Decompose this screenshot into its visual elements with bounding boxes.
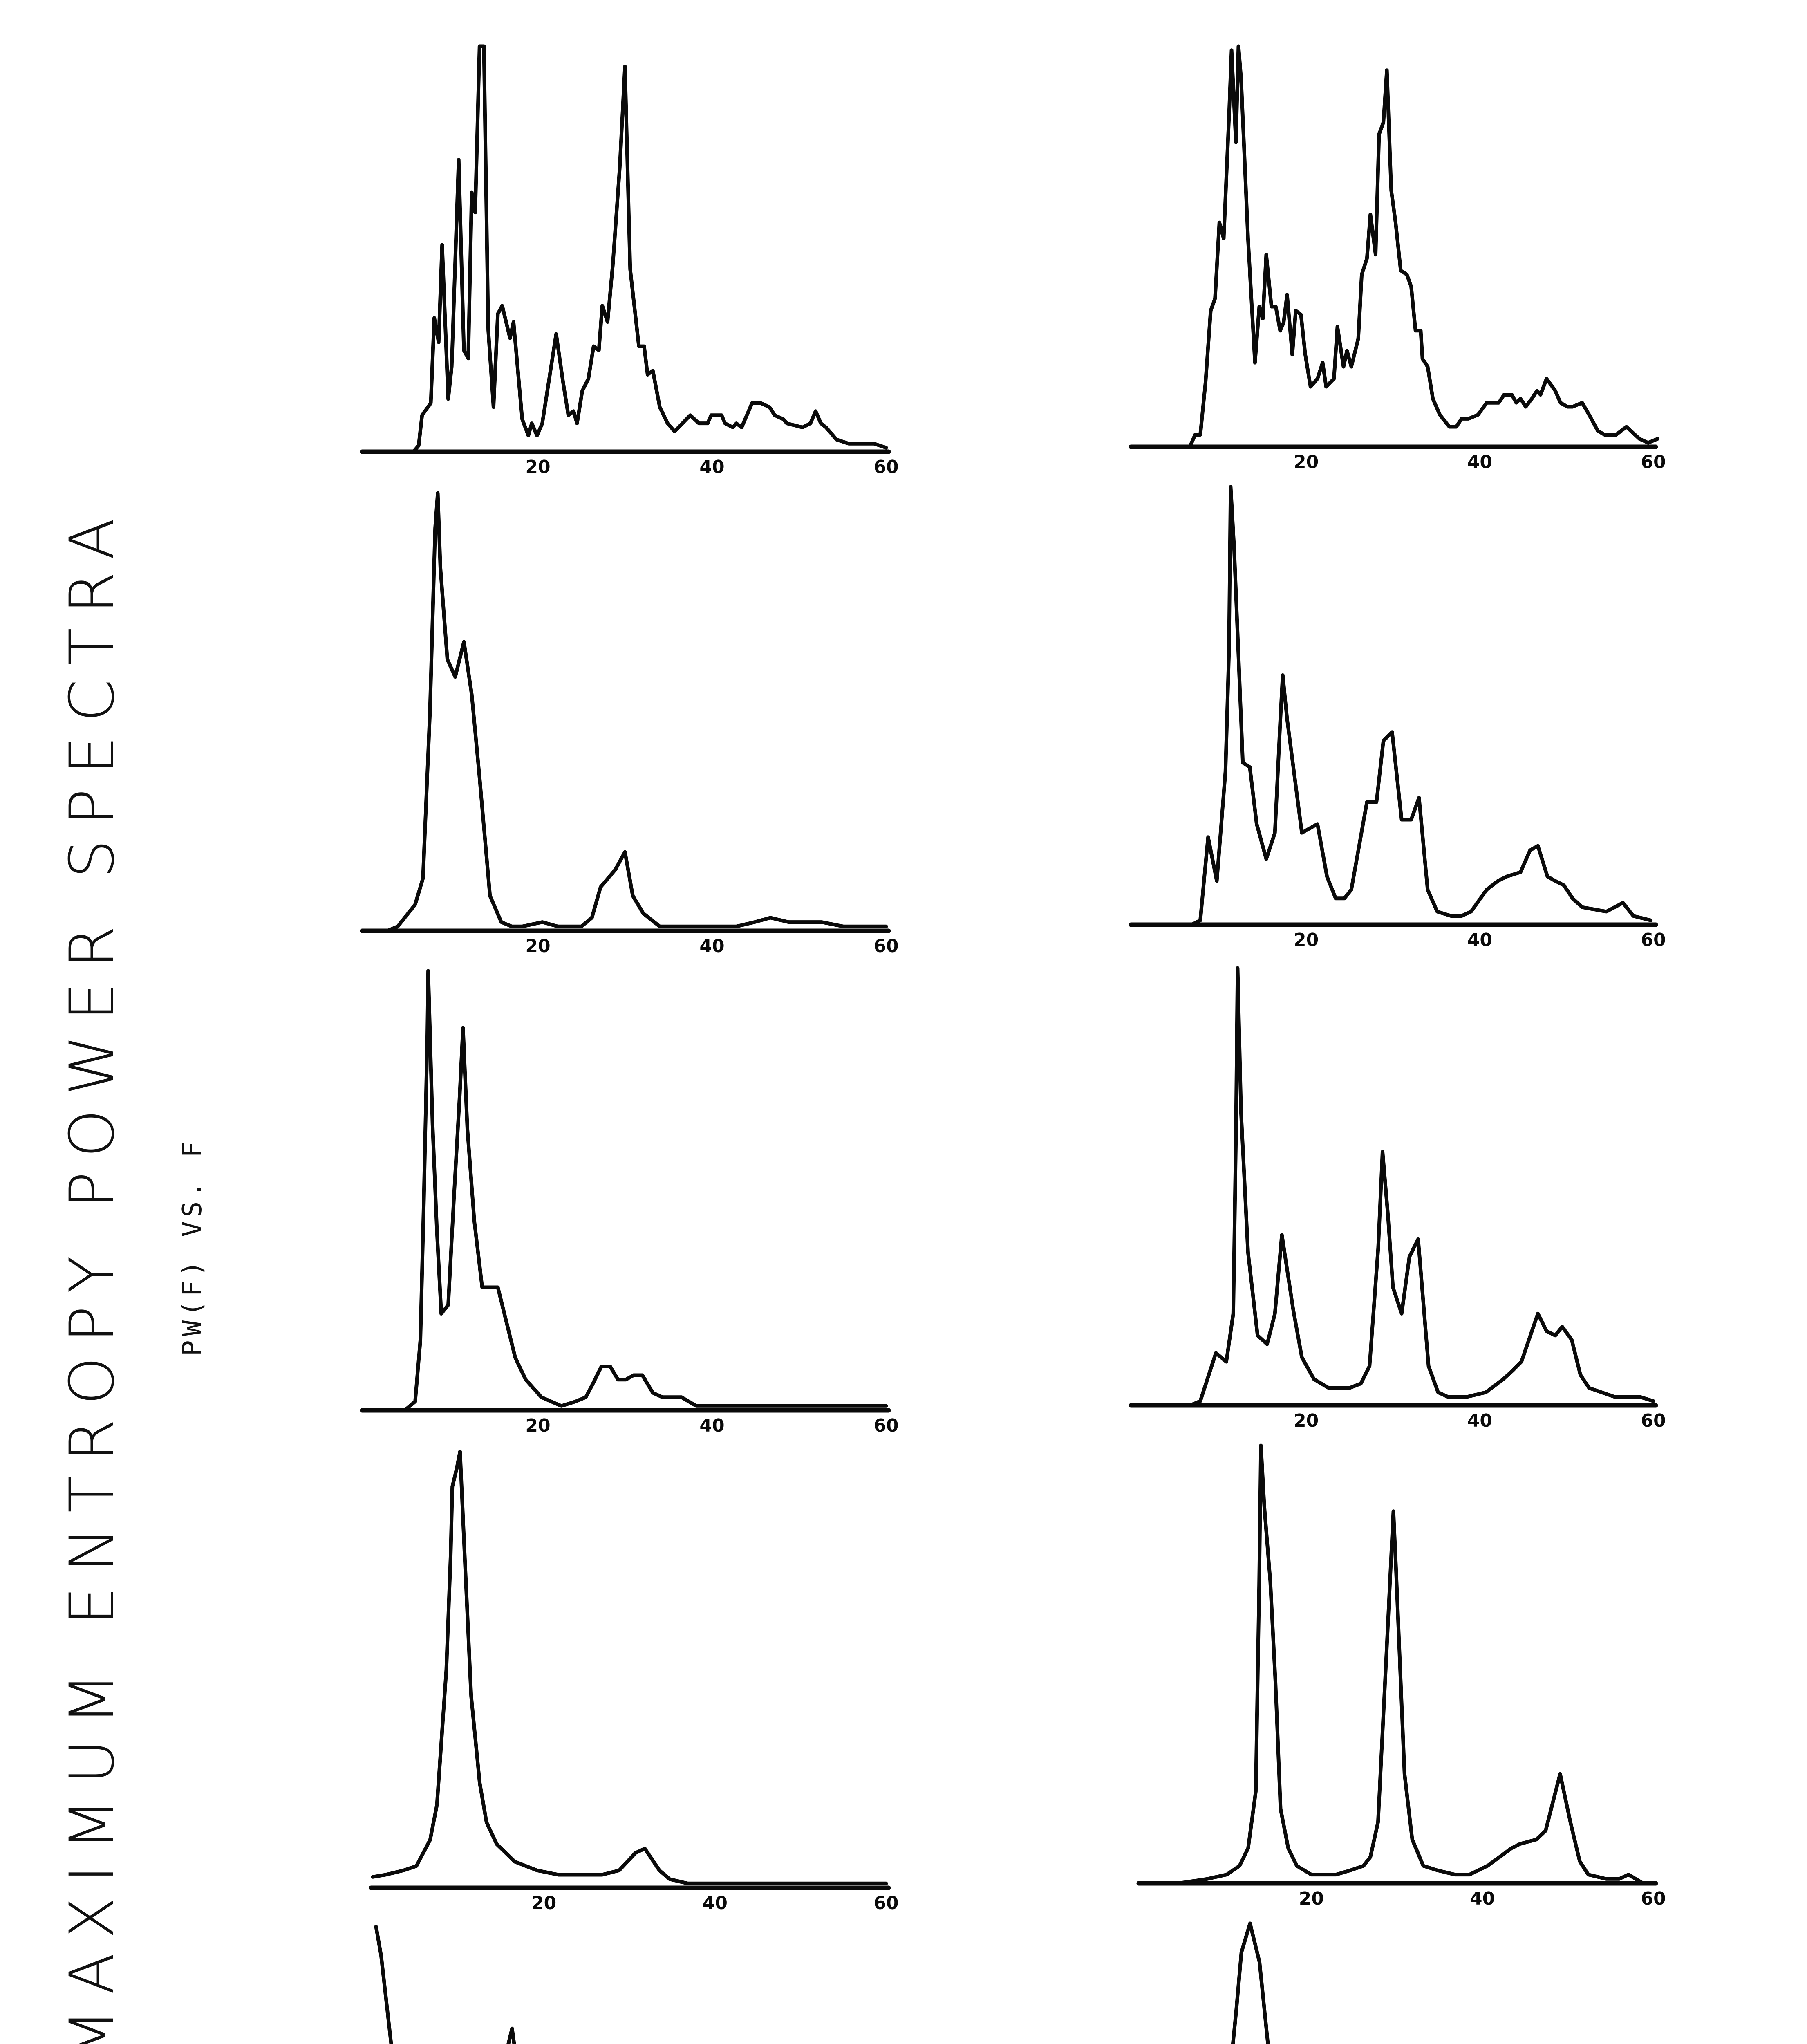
spectrum-curve — [1131, 44, 1660, 449]
spectrum-curve — [371, 1450, 888, 1885]
spectrum-curve — [362, 491, 888, 933]
spectrum-panel-r1-right: 20 40 60 — [1129, 44, 1666, 473]
spectrum-curve — [1231, 1921, 1270, 2044]
x-tick-label: 20 — [1294, 452, 1319, 473]
x-tick-label: 20 — [1294, 1410, 1319, 1431]
spectrum-panel-r2-right: 20 40 60 — [1129, 485, 1666, 950]
x-tick-label: 20 — [525, 457, 550, 477]
spectrum-curve — [1131, 966, 1655, 1407]
spectrum-curve — [1131, 485, 1653, 927]
x-tick-label: 40 — [699, 936, 724, 957]
x-tick-label: 60 — [873, 1415, 898, 1436]
x-tick-label: 60 — [873, 1893, 898, 1914]
x-tick-label: 20 — [525, 936, 550, 957]
x-tick-label: 40 — [699, 1415, 724, 1436]
x-tick-label: 60 — [873, 936, 898, 957]
x-tick-label: 60 — [873, 457, 898, 477]
x-tick-label: 60 — [1641, 1888, 1666, 1909]
x-tick-label: 40 — [1467, 930, 1492, 950]
spectrum-panel-r1-left: 20 40 60 — [360, 44, 899, 477]
spectra-panels: 20 40 60 20 40 60 20 40 60 20 40 60 20 40 60 20 40 60 20 40… — [360, 44, 1666, 2044]
x-tick-label: 60 — [1641, 930, 1666, 950]
x-tick-label: 40 — [703, 1893, 728, 1914]
spectrum-curve — [362, 44, 888, 454]
x-tick-label: 60 — [1641, 452, 1666, 473]
x-tick-label: 20 — [1299, 1888, 1324, 1909]
x-tick-label: 20 — [1294, 930, 1319, 950]
x-tick-label: 40 — [1467, 1410, 1492, 1431]
spectrum-curve — [362, 969, 888, 1412]
x-tick-label: 60 — [1641, 1410, 1666, 1431]
spectrum-curve — [374, 1925, 516, 2044]
spectrum-curve — [1138, 1443, 1655, 1885]
spectrum-panel-r3-left: 20 40 60 — [360, 969, 899, 1436]
x-tick-label: 40 — [1467, 452, 1492, 473]
spectrum-panel-r2-left: 20 40 60 — [360, 491, 899, 957]
spectrum-panel-r4-right: 20 40 60 — [1136, 1443, 1666, 1909]
spectrum-panel-r3-right: 20 40 60 — [1129, 966, 1666, 1431]
x-tick-label: 40 — [1470, 1888, 1495, 1909]
x-tick-label: 40 — [699, 457, 724, 477]
x-tick-label: 20 — [531, 1893, 556, 1914]
x-tick-label: 20 — [525, 1415, 550, 1436]
spectrum-panel-r4-left: 20 40 60 — [369, 1450, 899, 1914]
